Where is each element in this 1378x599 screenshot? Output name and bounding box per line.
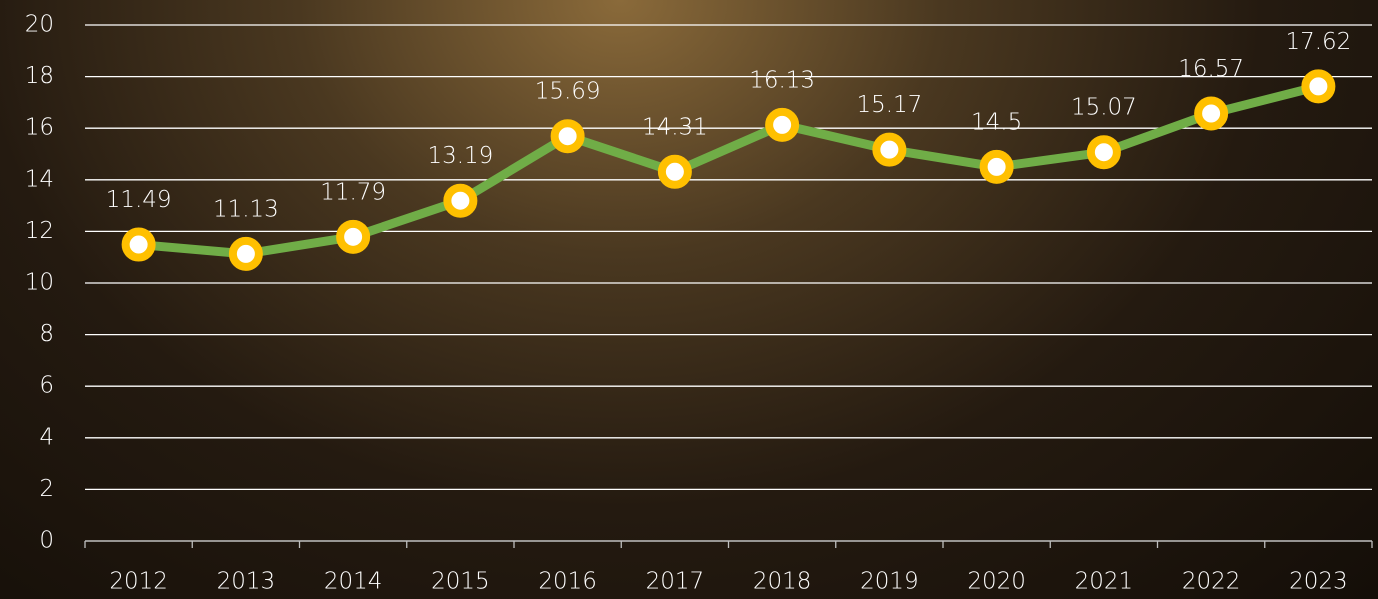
data-marker (769, 112, 795, 138)
data-marker (662, 159, 688, 185)
x-tick-label: 2016 (538, 569, 597, 595)
data-label: 11.79 (320, 179, 386, 205)
y-tick-label: 12 (25, 218, 54, 244)
page: 0 2 4 6 8 10 12 14 16 18 20 2012 2013 2014 2015 2016 201… (0, 0, 1378, 599)
data-label: 16.57 (1178, 56, 1244, 82)
data-marker (1091, 139, 1117, 165)
data-label: 15.69 (535, 79, 601, 105)
x-tick-label: 2019 (860, 569, 919, 595)
y-tick-label: 4 (39, 424, 54, 450)
x-tick-label: 2013 (217, 569, 276, 595)
y-tick-label: 6 (39, 373, 54, 399)
y-tick-label: 16 (25, 115, 54, 141)
x-tick-label: 2023 (1289, 569, 1348, 595)
x-tick-label: 2015 (431, 569, 490, 595)
data-marker (340, 224, 366, 250)
y-tick-label: 0 (39, 528, 54, 554)
data-line (139, 86, 1319, 253)
x-tick-label: 2022 (1182, 569, 1241, 595)
data-label: 15.07 (1071, 95, 1137, 121)
data-label: 15.17 (856, 92, 922, 118)
data-label: 11.13 (213, 196, 279, 222)
y-tick-label: 18 (25, 63, 54, 89)
data-label: 14.31 (642, 114, 708, 140)
x-tick-label: 2018 (753, 569, 812, 595)
data-label: 11.49 (106, 187, 172, 213)
data-marker (126, 232, 152, 258)
chart: 0 2 4 6 8 10 12 14 16 18 20 2012 2013 2014 2015 2016 201… (0, 0, 1378, 599)
x-tick-label: 2014 (324, 569, 383, 595)
data-marker (233, 241, 259, 267)
data-label: 14.5 (971, 109, 1022, 135)
data-marker (1305, 73, 1331, 99)
data-marker (555, 123, 581, 149)
y-tick-label: 14 (25, 166, 54, 192)
y-tick-label: 10 (25, 270, 54, 296)
data-marker (984, 154, 1010, 180)
y-tick-label: 8 (39, 321, 54, 347)
data-label: 17.62 (1285, 29, 1351, 55)
data-marker (447, 188, 473, 214)
data-label: 13.19 (427, 143, 493, 169)
y-tick-label: 20 (25, 12, 54, 38)
x-tick-label: 2020 (967, 569, 1026, 595)
y-tick-label: 2 (39, 476, 54, 502)
x-tick-label: 2021 (1075, 569, 1134, 595)
data-marker (876, 137, 902, 163)
x-tick-label: 2012 (109, 569, 168, 595)
data-marker (1198, 100, 1224, 126)
data-label: 16.13 (749, 67, 815, 93)
x-tick-label: 2017 (646, 569, 705, 595)
